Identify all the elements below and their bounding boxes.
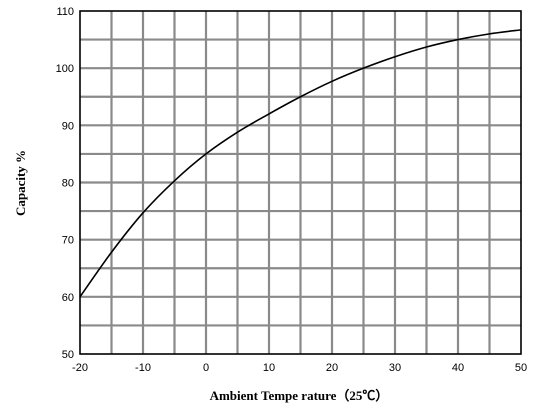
y-tick-label: 70 bbox=[62, 235, 74, 247]
x-tick-label: 30 bbox=[389, 362, 401, 374]
x-axis-label: Ambient Tempe rature（25℃） bbox=[210, 388, 389, 403]
y-tick-label: 80 bbox=[62, 178, 74, 190]
series-layer bbox=[79, 29, 522, 298]
y-tick-label: 110 bbox=[56, 6, 74, 18]
x-tick-label: 10 bbox=[263, 362, 275, 374]
plot-frame bbox=[79, 10, 522, 355]
y-tick-label: 90 bbox=[62, 120, 74, 132]
x-tick-label: 40 bbox=[452, 362, 464, 374]
y-tick-label: 50 bbox=[62, 349, 74, 361]
series-line bbox=[79, 29, 522, 298]
x-tick-label: 0 bbox=[203, 362, 209, 374]
y-tick-label: 60 bbox=[62, 292, 74, 304]
y-tick-labels: 50 60 70 80 90 100 110 bbox=[56, 6, 74, 361]
y-axis-label: Capacity % bbox=[13, 150, 28, 216]
x-tick-label: -10 bbox=[135, 362, 151, 374]
grid-lines bbox=[80, 11, 521, 354]
x-tick-label: 20 bbox=[326, 362, 338, 374]
x-tick-label: -20 bbox=[72, 362, 88, 374]
x-tick-labels: -20 -10 0 10 20 30 40 50 bbox=[72, 362, 527, 374]
y-tick-label: 100 bbox=[56, 63, 74, 75]
x-tick-label: 50 bbox=[515, 362, 527, 374]
